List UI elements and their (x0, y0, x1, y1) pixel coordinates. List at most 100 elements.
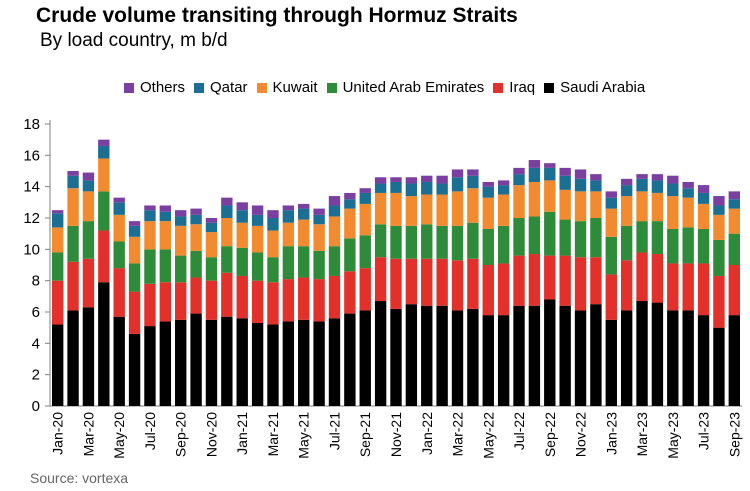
bar-segment-kuwait (98, 158, 110, 192)
bar-segment-iraq (190, 277, 202, 314)
bar-segment-iraq (544, 255, 556, 300)
bar-segment-iraq (713, 275, 725, 328)
bar-segment-saudi-arabia (651, 302, 664, 406)
legend-swatch (124, 82, 134, 93)
bar-segment-kuwait (236, 222, 248, 248)
bar-segment-kuwait (697, 203, 710, 229)
bar-segment-others (298, 203, 310, 209)
bar-segment-qatar (451, 177, 464, 192)
x-tick-label: Nov-20 (203, 412, 219, 457)
bar-segment-saudi-arabia (344, 313, 356, 406)
bar-segment-united-arab-emirates (467, 222, 479, 259)
bar-segment-qatar (605, 197, 617, 209)
bar-segment-others (728, 191, 740, 200)
bar-segment-united-arab-emirates (282, 246, 295, 280)
bar-segment-iraq (298, 277, 310, 320)
bar-segment-iraq (221, 272, 233, 317)
bar-segment-qatar (636, 178, 648, 192)
bar-segment-iraq (682, 263, 694, 311)
bar-segment-qatar (344, 199, 356, 209)
bar-segment-iraq (590, 257, 602, 305)
legend-item-saudi-arabia: Saudi Arabia (544, 79, 645, 96)
bar-segment-qatar (359, 192, 371, 204)
bar-segment-united-arab-emirates (236, 247, 248, 276)
bar-segment-qatar (190, 214, 202, 225)
bar-segment-saudi-arabia (482, 315, 494, 406)
bar-segment-united-arab-emirates (82, 221, 95, 259)
bar-segment-others (374, 177, 387, 184)
x-tick-label: May-22 (480, 412, 496, 459)
bar-segment-others (390, 177, 402, 182)
bar-segment-kuwait (559, 189, 571, 220)
bar-segment-saudi-arabia (590, 304, 602, 406)
bar-segment-kuwait (713, 214, 725, 240)
legend-swatch (493, 82, 504, 93)
bar-segment-qatar (544, 167, 556, 181)
y-tick-label: 14 (23, 179, 40, 196)
x-tick-label: Mar-20 (80, 412, 96, 457)
bar-segment-kuwait (605, 208, 617, 237)
bar-segment-united-arab-emirates (667, 228, 679, 264)
legend-label: Saudi Arabia (560, 79, 646, 96)
x-tick-label: May-23 (665, 412, 681, 459)
bar-segment-united-arab-emirates (544, 211, 556, 256)
bar-segment-iraq (620, 260, 633, 311)
bar-segment-saudi-arabia (497, 315, 510, 406)
bar-segment-qatar (159, 211, 172, 222)
bar-segment-others (190, 208, 202, 215)
bar-segment-kuwait (328, 216, 341, 247)
bar-segment-kuwait (190, 224, 202, 251)
bar-segment-united-arab-emirates (528, 216, 541, 255)
bar-segment-kuwait (405, 196, 418, 226)
bar-segment-united-arab-emirates (405, 225, 418, 259)
bar-segment-saudi-arabia (52, 324, 64, 406)
bar-segment-others (144, 205, 156, 211)
bar-segment-saudi-arabia (359, 310, 371, 406)
bar-segment-others (682, 181, 694, 189)
bar-segment-iraq (482, 265, 494, 316)
bar-segment-united-arab-emirates (513, 218, 525, 256)
bar-segment-others (713, 196, 725, 206)
bar-segment-united-arab-emirates (713, 239, 725, 276)
bar-segment-united-arab-emirates (697, 228, 710, 264)
bar-segment-iraq (497, 263, 510, 316)
bar-segment-qatar (113, 202, 125, 215)
bar-segment-iraq (328, 275, 341, 319)
bar-segment-united-arab-emirates (298, 246, 310, 278)
bar-segment-saudi-arabia (713, 327, 725, 406)
x-tick-label: Jan-23 (603, 412, 619, 455)
bar-segment-qatar (236, 210, 248, 223)
bar-segment-iraq (128, 291, 141, 334)
bar-segment-others (267, 210, 279, 218)
x-tick-label: Nov-21 (388, 412, 404, 457)
bar-segment-others (236, 202, 248, 211)
bar-segment-qatar (52, 213, 64, 228)
bar-segment-united-arab-emirates (128, 263, 141, 292)
bar-segment-kuwait (482, 197, 494, 229)
legend-label: Iraq (509, 79, 536, 96)
bar-segment-others (451, 169, 464, 178)
bar-segment-kuwait (205, 232, 218, 258)
bar-segment-others (113, 197, 125, 203)
bar-segment-saudi-arabia (328, 318, 341, 406)
bar-segment-united-arab-emirates (267, 257, 279, 283)
bar-segment-kuwait (667, 196, 679, 229)
bar-segment-qatar (513, 174, 525, 186)
bar-segment-others (421, 175, 433, 182)
bar-segment-united-arab-emirates (98, 191, 110, 231)
bar-segment-others (497, 180, 510, 186)
bar-segment-others (175, 210, 187, 217)
y-tick-label: 12 (23, 210, 40, 227)
bar-segment-kuwait (313, 224, 325, 251)
bar-segment-qatar (620, 185, 633, 197)
bar-segment-saudi-arabia (605, 319, 617, 406)
bar-segment-qatar (667, 183, 679, 197)
bar-segment-iraq (436, 258, 448, 306)
bar-segment-qatar (313, 214, 325, 225)
bar-segment-others (528, 160, 541, 168)
bar-segment-kuwait (128, 236, 141, 264)
bar-segment-iraq (205, 280, 218, 320)
bar-segment-united-arab-emirates (374, 224, 387, 258)
bar-segment-iraq (605, 274, 617, 320)
bar-segment-kuwait (344, 208, 356, 239)
